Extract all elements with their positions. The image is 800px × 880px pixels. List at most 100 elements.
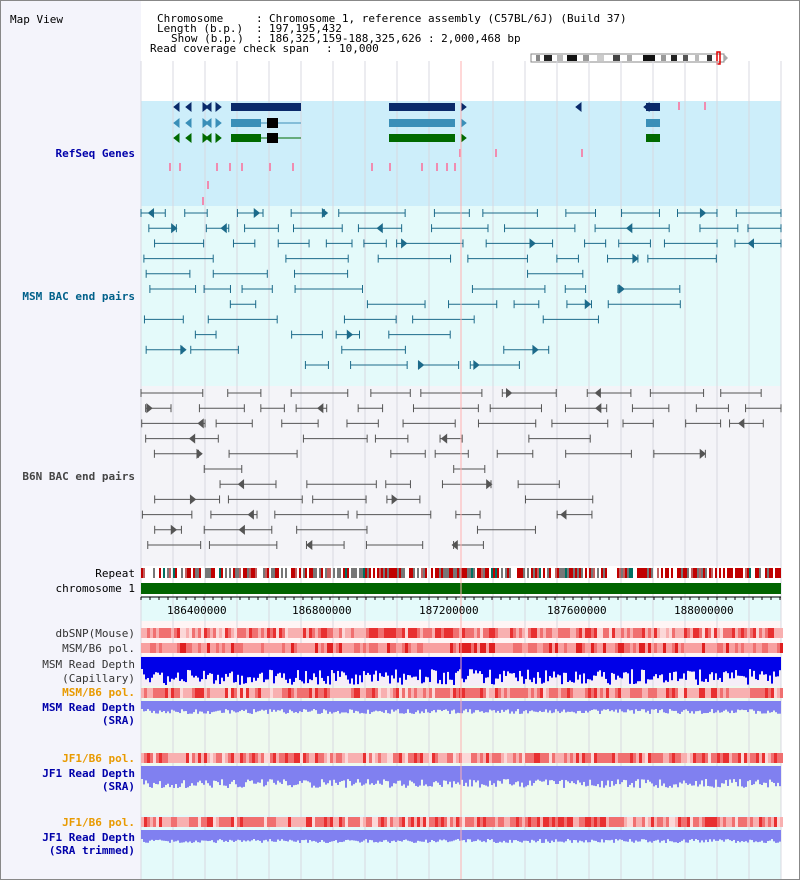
repeat-mark (253, 568, 255, 578)
depth-jf1-sra-bar (643, 766, 645, 780)
repeat-track[interactable] (141, 568, 781, 578)
depth-capillary-bar (295, 657, 297, 678)
depth-jf1-sra-bar (369, 766, 371, 785)
heat-msm-pol (237, 643, 240, 653)
heat-jf1-pol-2 (780, 817, 783, 827)
heat-msm-pol (750, 643, 753, 653)
depth-jf1-trim-bar (675, 830, 677, 843)
depth-jf1-sra-bar (655, 766, 657, 786)
repeat-mark (517, 568, 519, 578)
depth-capillary-bar (145, 657, 147, 680)
heat-jf1-pol (522, 753, 525, 763)
heat-msm-pol-2 (729, 688, 732, 698)
heat-jf1-pol-2 (348, 817, 351, 827)
track-label-dbsnp[interactable]: dbSNP(Mouse) (56, 627, 135, 640)
heat-msm-pol-2 (213, 688, 216, 698)
track-label-jf1-b6-pol-2[interactable]: JF1/B6 pol. (62, 816, 135, 829)
heat-dbsnp (432, 628, 435, 638)
depth-msm-sra-bar (411, 701, 413, 714)
depth-jf1-sra-bar (533, 766, 535, 784)
track-label-msm-depth-cap[interactable]: MSM Read Depth (42, 658, 135, 671)
depth-jf1-sra-bar (717, 766, 719, 787)
heat-jf1-pol (411, 753, 414, 763)
heat-msm-pol (240, 643, 243, 653)
heat-jf1-pol (429, 753, 432, 763)
heat-msm-pol (429, 643, 432, 653)
heat-jf1-pol (189, 753, 192, 763)
track-label-jf1-depth-trim[interactable]: JF1 Read Depth (42, 831, 135, 844)
heat-jf1-pol-2 (531, 817, 534, 827)
depth-jf1-trim-bar (511, 830, 513, 843)
depth-msm-sra-bar (385, 701, 387, 711)
track-label-msm-depth-sra[interactable]: MSM Read Depth (42, 701, 135, 714)
track-label-chromosome[interactable]: chromosome 1 (56, 582, 135, 595)
depth-msm-sra-bar (713, 701, 715, 714)
track-label-msm-b6-pol-2[interactable]: MSM/B6 pol. (62, 686, 135, 699)
repeat-mark (437, 568, 439, 578)
repeat-mark (293, 568, 295, 578)
heat-dbsnp (144, 628, 147, 638)
track-label-msm-bac[interactable]: MSM BAC end pairs (22, 290, 135, 303)
depth-msm-sra-bar (379, 701, 381, 711)
track-label-jf1-b6-pol[interactable]: JF1/B6 pol. (62, 752, 135, 765)
track-label-b6n-bac[interactable]: B6N BAC end pairs (22, 470, 135, 483)
heat-jf1-pol (540, 753, 543, 763)
depth-msm-sra-bar (303, 701, 305, 710)
depth-msm-sra-bar (259, 701, 261, 711)
depth-msm-sra-bar (583, 701, 585, 713)
heat-jf1-pol-2 (477, 817, 480, 827)
heat-msm-pol-2 (309, 688, 312, 698)
heat-msm-pol-2 (519, 688, 522, 698)
heat-msm-pol-2 (303, 688, 306, 698)
chromosome-ideogram-icon[interactable] (530, 51, 728, 65)
depth-capillary-bar (603, 657, 605, 673)
depth-capillary-bar (535, 657, 537, 684)
heat-msm-pol-2 (234, 688, 237, 698)
heat-dbsnp (639, 628, 642, 638)
depth-jf1-sra-bar (199, 766, 201, 781)
repeat-mark (701, 568, 703, 578)
gene-arrow (185, 132, 192, 144)
heat-msm-pol (663, 643, 666, 653)
heat-jf1-pol (750, 753, 753, 763)
track-label-repeat[interactable]: Repeat (95, 567, 135, 580)
depth-tracks[interactable] (141, 657, 781, 843)
depth-jf1-sra-bar (353, 766, 355, 785)
repeat-mark (315, 568, 317, 578)
depth-jf1-sra-bar (479, 766, 481, 788)
msm-pair-arrow (473, 359, 480, 371)
heat-dbsnp (324, 628, 327, 638)
heat-jf1-pol-2 (315, 817, 318, 827)
heat-dbsnp (741, 628, 744, 638)
depth-capillary-bar (629, 657, 631, 684)
depth-jf1-sra-bar (629, 766, 631, 785)
heat-jf1-pol (222, 753, 225, 763)
heat-msm-pol (285, 643, 288, 653)
depth-jf1-sra-bar (473, 766, 475, 781)
b6n-bac-track[interactable] (140, 387, 782, 551)
heat-msm-pol-2 (441, 688, 444, 698)
depth-msm-sra-bar (545, 701, 547, 710)
heat-tracks[interactable] (141, 628, 783, 827)
heat-jf1-pol-2 (225, 817, 228, 827)
heat-jf1-pol-2 (453, 817, 456, 827)
depth-jf1-sra-bar (773, 766, 775, 783)
depth-jf1-trim-bar (773, 830, 775, 842)
track-label-msm-b6-pol[interactable]: MSM/B6 pol. (62, 642, 135, 655)
track-label-refseq[interactable]: RefSeq Genes (56, 147, 135, 160)
heat-msm-pol-2 (702, 688, 705, 698)
depth-capillary-bar (245, 657, 247, 684)
repeat-mark (389, 568, 391, 578)
heat-dbsnp (207, 628, 210, 638)
msm-bac-track[interactable] (140, 207, 782, 371)
depth-jf1-sra-bar (631, 766, 633, 783)
heat-msm-pol-2 (282, 688, 285, 698)
heat-msm-pol-2 (339, 688, 342, 698)
depth-msm-sra-bar (747, 701, 749, 713)
refseq-genes-track[interactable] (169, 101, 706, 205)
repeat-mark (309, 568, 311, 578)
heat-msm-pol (264, 643, 267, 653)
depth-jf1-trim-bar (761, 830, 763, 841)
heat-dbsnp (276, 628, 279, 638)
track-label-jf1-depth-sra[interactable]: JF1 Read Depth (42, 767, 135, 780)
